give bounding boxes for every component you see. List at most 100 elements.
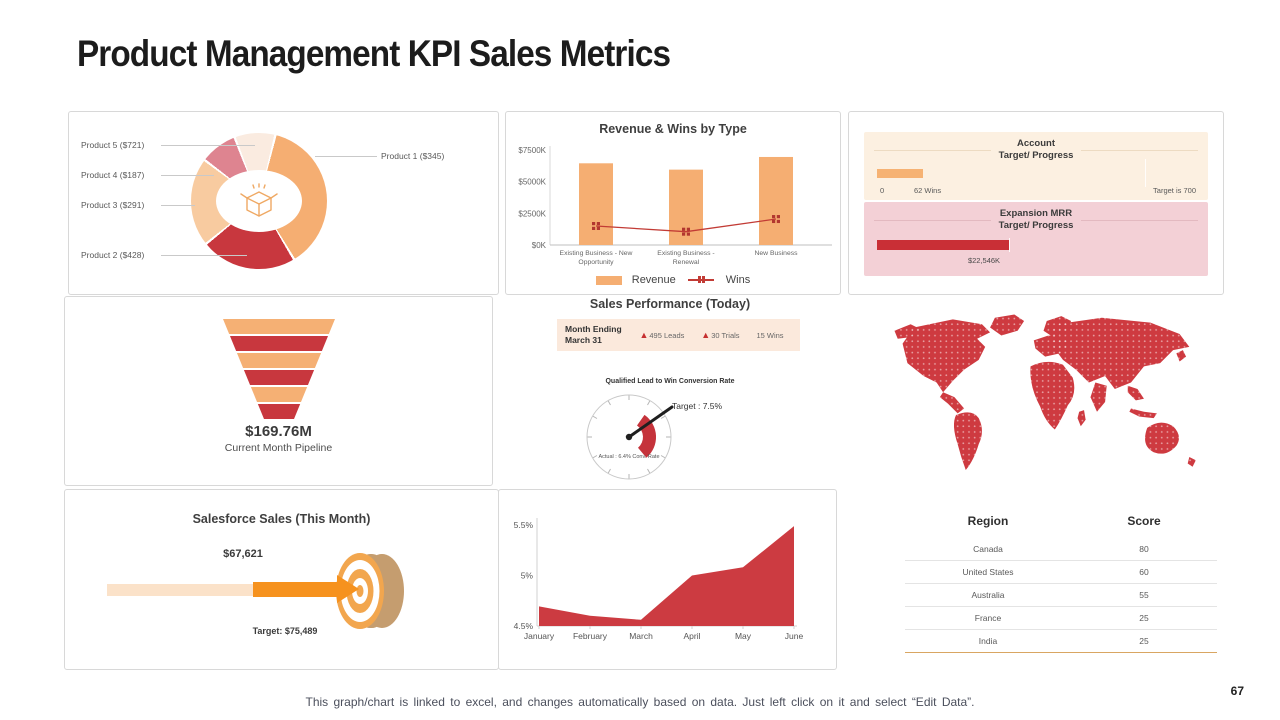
revenue-legend-swatch: [595, 275, 622, 285]
world-map: [894, 314, 1196, 471]
metric-item: ▲30 Trials: [701, 330, 740, 340]
gauge-needle: [627, 405, 674, 439]
revenue-wins-title: Revenue & Wins by Type: [599, 122, 747, 136]
svg-text:June: June: [785, 631, 804, 641]
svg-text:Renewal: Renewal: [673, 259, 700, 266]
svg-text:Existing Business -: Existing Business -: [657, 250, 714, 257]
bullseye-target-icon: [336, 553, 404, 629]
gauge-arc: [637, 414, 657, 458]
svg-text:$7500K: $7500K: [518, 146, 546, 155]
svg-text:February: February: [573, 631, 608, 641]
table-row: France 25: [905, 607, 1217, 630]
divider: [874, 149, 991, 151]
donut-label-product5: Product 5 ($721): [81, 140, 145, 150]
arrow-head-icon: [337, 575, 359, 603]
sales-performance-title: Sales Performance (Today): [589, 297, 751, 311]
leader-line: [161, 175, 214, 176]
target-progress-cards[interactable]: Account Target/ Progress 0 62 Wins Targe…: [848, 111, 1224, 295]
table-row: Canada 80: [905, 538, 1217, 561]
account-card-title: Account: [1017, 138, 1055, 149]
salesforce-title: Salesforce Sales (This Month): [192, 512, 371, 526]
gauge-actual-label: Actual : 6.4% Conv. Rate: [598, 454, 660, 460]
table-row: Australia 55: [905, 584, 1217, 607]
table-row: India 25: [905, 630, 1217, 653]
metric-item: ▲495 Leads: [639, 330, 685, 340]
expansion-progress-bar: [877, 240, 1010, 250]
trend-plot: 4.5% 5% 5.5% January February March April May Ju…: [514, 518, 804, 641]
salesforce-target-label: Target: $75,489: [252, 626, 318, 636]
pipeline-funnel-chart[interactable]: $169.76M Current Month Pipeline: [64, 296, 493, 486]
sales-performance-band: Month Ending March 31 ▲495 Leads ▲30 Tria…: [557, 319, 800, 351]
expansion-mrr-card: Expansion MRR Target/ Progress $22,546K: [864, 202, 1208, 276]
svg-text:$2500K: $2500K: [518, 209, 546, 218]
divider: [1081, 219, 1199, 221]
account-card-subtitle: Target/ Progress: [998, 150, 1074, 162]
leader-line: [161, 145, 255, 146]
account-target-label: Target is 700: [1153, 186, 1196, 195]
donut-label-product1: Product 1 ($345): [381, 151, 445, 161]
salesforce-arrow: [253, 582, 337, 597]
revenue-wins-chart[interactable]: Revenue & Wins by Type $0K $2500K $5000K $7…: [505, 111, 841, 295]
expansion-value-label: $22,546K: [967, 256, 1001, 265]
donut-label-product3: Product 3 ($291): [81, 200, 145, 210]
metric-item: 15 Wins: [756, 330, 784, 340]
account-min-label: 0: [880, 186, 885, 195]
table-header: Region Score: [905, 508, 1217, 538]
world-map-section[interactable]: [888, 308, 1212, 483]
footer-note: This graph/chart is linked to excel, and…: [305, 695, 975, 709]
wins-legend-marker: [687, 276, 714, 281]
page-number: 67: [1230, 684, 1244, 698]
up-triangle-icon: ▲: [701, 330, 711, 340]
svg-text:$5000K: $5000K: [518, 178, 546, 187]
account-progress-card: Account Target/ Progress 0 62 Wins Targe…: [864, 132, 1208, 200]
gauge-target-label: Target : 7.5%: [672, 401, 723, 411]
svg-text:4.5%: 4.5%: [514, 621, 534, 631]
region-table-body: Canada 80 United States 60 Australia 55 France…: [905, 538, 1217, 653]
revenue-legend-label: Revenue: [631, 274, 676, 286]
leader-line: [161, 205, 195, 206]
table-row: United States 60: [905, 561, 1217, 584]
expansion-card-subtitle: Target/ Progress: [998, 220, 1074, 232]
svg-text:$0K: $0K: [532, 241, 547, 250]
up-triangle-icon: ▲: [639, 330, 649, 340]
leader-line: [161, 255, 247, 256]
funnel-shape: [223, 319, 335, 419]
sales-metrics: ▲495 Leads ▲30 Trials 15 Wins: [631, 330, 792, 340]
period-label: Month Ending March 31: [565, 323, 622, 345]
region-score-table[interactable]: Region Score Canada 80 United States 60 Aust…: [905, 508, 1217, 656]
svg-text:5.5%: 5.5%: [514, 520, 534, 530]
salesforce-sales-chart[interactable]: Salesforce Sales (This Month) $67,621 Ta…: [64, 489, 499, 670]
svg-text:Existing Business - New: Existing Business - New: [560, 250, 633, 257]
pipeline-label: Current Month Pipeline: [224, 442, 333, 454]
chart-legend: Revenue Wins: [506, 274, 840, 286]
sales-performance-section[interactable]: Sales Performance (Today) Month Ending M…: [500, 297, 840, 487]
svg-text:April: April: [683, 631, 700, 641]
wins-legend-label: Wins: [725, 274, 751, 286]
pipeline-value: $169.76M: [245, 423, 312, 440]
open-box-icon: [240, 183, 278, 217]
account-target-marker: [1145, 159, 1146, 187]
revenue-wins-plot: $0K $2500K $5000K $7500K Existing Business -…: [518, 146, 832, 266]
column-header-region: Region: [967, 514, 1009, 528]
gauge-title: Qualified Lead to Win Conversion Rate: [605, 378, 735, 385]
donut-center: [216, 170, 302, 232]
svg-text:March: March: [629, 631, 653, 641]
svg-text:5%: 5%: [521, 571, 534, 581]
column-header-score: Score: [1127, 514, 1161, 528]
account-value-label: 62 Wins: [914, 186, 942, 195]
account-progress-bar: [877, 169, 924, 178]
leader-line: [315, 156, 377, 157]
svg-text:January: January: [524, 631, 555, 641]
divider: [1081, 149, 1199, 151]
salesforce-current-value: $67,621: [223, 548, 263, 560]
svg-text:New Business: New Business: [754, 250, 798, 257]
svg-text:Opportunity: Opportunity: [578, 259, 614, 266]
divider: [874, 219, 991, 221]
donut-label-product4: Product 4 ($187): [81, 170, 145, 180]
product-donut-chart[interactable]: Product 5 ($721) Product 4 ($187) Produc…: [68, 111, 499, 295]
svg-text:May: May: [735, 631, 752, 641]
expansion-card-title: Expansion MRR: [999, 208, 1073, 219]
donut-label-product2: Product 2 ($428): [81, 250, 145, 260]
conversion-gauge: [586, 394, 674, 480]
conversion-trend-chart[interactable]: 4.5% 5% 5.5% January February March April May Ju…: [498, 489, 837, 670]
